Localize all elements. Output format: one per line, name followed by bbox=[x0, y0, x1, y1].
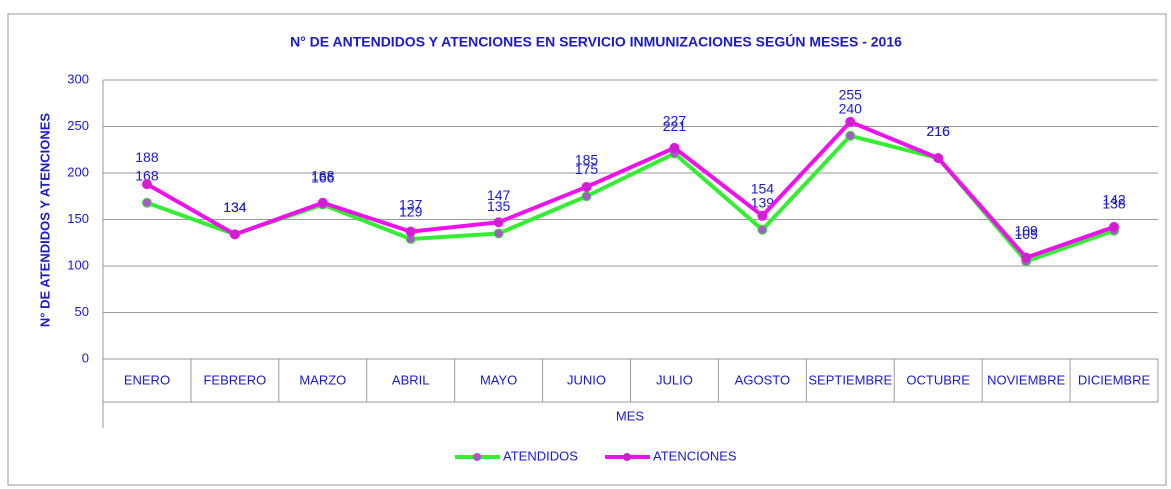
data-label: 188 bbox=[135, 149, 159, 165]
x-tick-label: DICIEMBRE bbox=[1078, 372, 1151, 387]
y-axis-title: N° DE ATENDIDOS Y ATENCIONES bbox=[37, 113, 52, 328]
data-label: 216 bbox=[927, 123, 951, 139]
data-label: 227 bbox=[663, 113, 687, 129]
legend-label: ATENCIONES bbox=[653, 448, 737, 463]
point bbox=[1110, 222, 1119, 231]
y-tick-label: 200 bbox=[67, 164, 89, 179]
legend-marker bbox=[623, 453, 631, 461]
data-label: 154 bbox=[751, 180, 775, 196]
point bbox=[318, 198, 327, 207]
data-label: 134 bbox=[223, 199, 247, 215]
x-tick-label: JULIO bbox=[656, 372, 693, 387]
x-tick-label: ENERO bbox=[124, 372, 170, 387]
data-label: 142 bbox=[1102, 192, 1126, 208]
point bbox=[1022, 253, 1031, 262]
point bbox=[406, 227, 415, 236]
y-tick-label: 300 bbox=[67, 71, 89, 86]
legend-marker bbox=[473, 453, 481, 461]
point bbox=[494, 218, 503, 227]
data-label: 109 bbox=[1014, 222, 1038, 238]
x-tick-label: AGOSTO bbox=[735, 372, 790, 387]
point bbox=[846, 131, 855, 140]
x-tick-label: SEPTIEMBRE bbox=[808, 372, 892, 387]
point bbox=[582, 192, 591, 201]
x-tick-label: JUNIO bbox=[567, 372, 606, 387]
y-tick-label: 0 bbox=[82, 350, 89, 365]
chart-frame bbox=[8, 14, 1166, 485]
point bbox=[582, 182, 591, 191]
point bbox=[142, 198, 151, 207]
y-tick-label: 250 bbox=[67, 118, 89, 133]
point bbox=[758, 211, 767, 220]
point bbox=[846, 117, 855, 126]
chart: N° DE ANTENDIDOS Y ATENCIONES EN SERVICI… bbox=[0, 0, 1171, 489]
y-tick-label: 50 bbox=[75, 304, 89, 319]
x-axis-title: MES bbox=[616, 408, 645, 423]
data-label: 137 bbox=[399, 196, 423, 212]
data-label: 168 bbox=[311, 167, 335, 183]
point bbox=[670, 143, 679, 152]
data-label: 255 bbox=[839, 87, 863, 103]
point bbox=[494, 229, 503, 238]
x-tick-label: FEBRERO bbox=[203, 372, 266, 387]
point bbox=[142, 180, 151, 189]
data-label: 147 bbox=[487, 187, 511, 203]
page: {"chart_data": {"type": "line", "title":… bbox=[0, 0, 1171, 489]
x-tick-label: MAYO bbox=[480, 372, 517, 387]
point bbox=[934, 154, 943, 163]
point bbox=[758, 225, 767, 234]
legend-label: ATENDIDOS bbox=[503, 448, 578, 463]
x-tick-label: ABRIL bbox=[392, 372, 430, 387]
data-label: 185 bbox=[575, 152, 599, 168]
x-tick-label: OCTUBRE bbox=[906, 372, 970, 387]
y-tick-label: 150 bbox=[67, 211, 89, 226]
chart-title: N° DE ANTENDIDOS Y ATENCIONES EN SERVICI… bbox=[290, 33, 902, 50]
x-tick-label: MARZO bbox=[299, 372, 346, 387]
x-tick-label: NOVIEMBRE bbox=[987, 372, 1065, 387]
data-label: 240 bbox=[839, 101, 863, 117]
point bbox=[230, 230, 239, 239]
y-tick-label: 100 bbox=[67, 257, 89, 272]
